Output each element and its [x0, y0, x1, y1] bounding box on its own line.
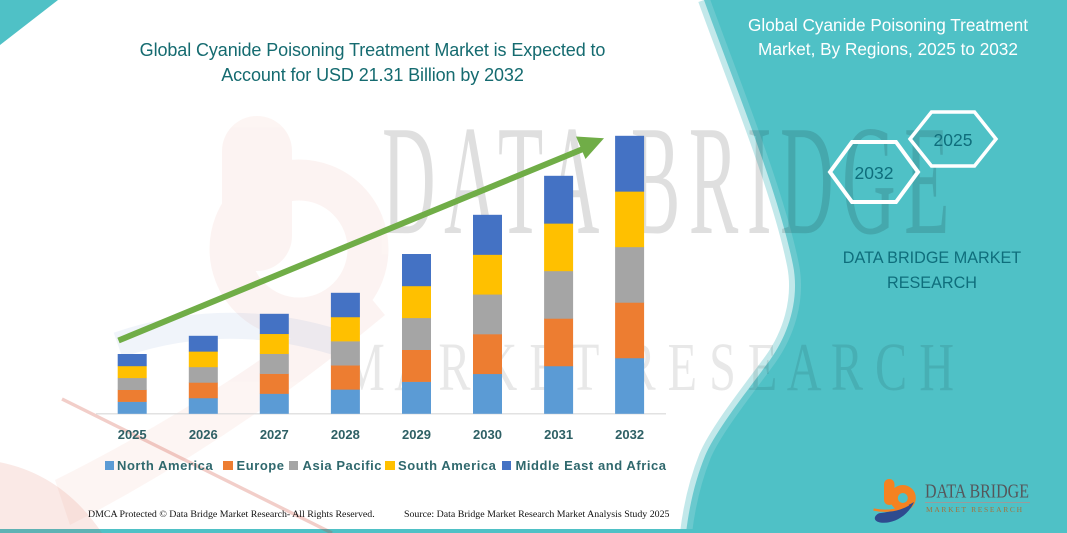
svg-text:M A R K E T R E S E A R C H: M A R K E T R E S E A R C H — [342, 329, 954, 405]
svg-text:DATA BRIDGE: DATA BRIDGE — [925, 481, 1029, 503]
svg-text:MARKET RESEARCH: MARKET RESEARCH — [926, 505, 1023, 514]
